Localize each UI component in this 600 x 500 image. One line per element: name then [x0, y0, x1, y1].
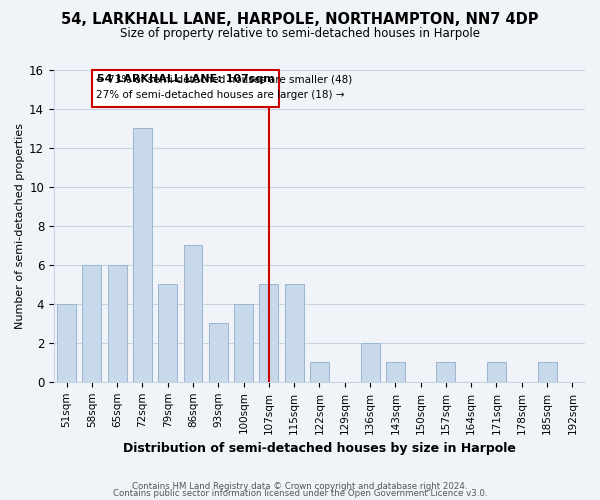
Y-axis label: Number of semi-detached properties: Number of semi-detached properties — [15, 123, 25, 329]
Text: Contains public sector information licensed under the Open Government Licence v3: Contains public sector information licen… — [113, 490, 487, 498]
Bar — [284, 284, 304, 382]
Bar — [310, 362, 329, 382]
Text: ← 73% of semi-detached houses are smaller (48): ← 73% of semi-detached houses are smalle… — [95, 75, 352, 85]
Text: 54 LARKHALL LANE: 107sqm: 54 LARKHALL LANE: 107sqm — [97, 74, 274, 84]
Bar — [234, 304, 253, 382]
Bar — [184, 246, 202, 382]
X-axis label: Distribution of semi-detached houses by size in Harpole: Distribution of semi-detached houses by … — [123, 442, 516, 455]
Bar — [209, 324, 228, 382]
Bar — [487, 362, 506, 382]
Bar — [538, 362, 557, 382]
Bar — [386, 362, 405, 382]
Text: 54, LARKHALL LANE, HARPOLE, NORTHAMPTON, NN7 4DP: 54, LARKHALL LANE, HARPOLE, NORTHAMPTON,… — [61, 12, 539, 28]
Bar — [361, 343, 380, 382]
Bar — [158, 284, 177, 382]
Bar — [92, 70, 279, 107]
Text: Size of property relative to semi-detached houses in Harpole: Size of property relative to semi-detach… — [120, 28, 480, 40]
Text: 27% of semi-detached houses are larger (18) →: 27% of semi-detached houses are larger (… — [95, 90, 344, 101]
Text: Contains HM Land Registry data © Crown copyright and database right 2024.: Contains HM Land Registry data © Crown c… — [132, 482, 468, 491]
Bar — [259, 284, 278, 382]
Bar — [82, 265, 101, 382]
Bar — [57, 304, 76, 382]
Bar — [133, 128, 152, 382]
Bar — [107, 265, 127, 382]
Bar — [436, 362, 455, 382]
